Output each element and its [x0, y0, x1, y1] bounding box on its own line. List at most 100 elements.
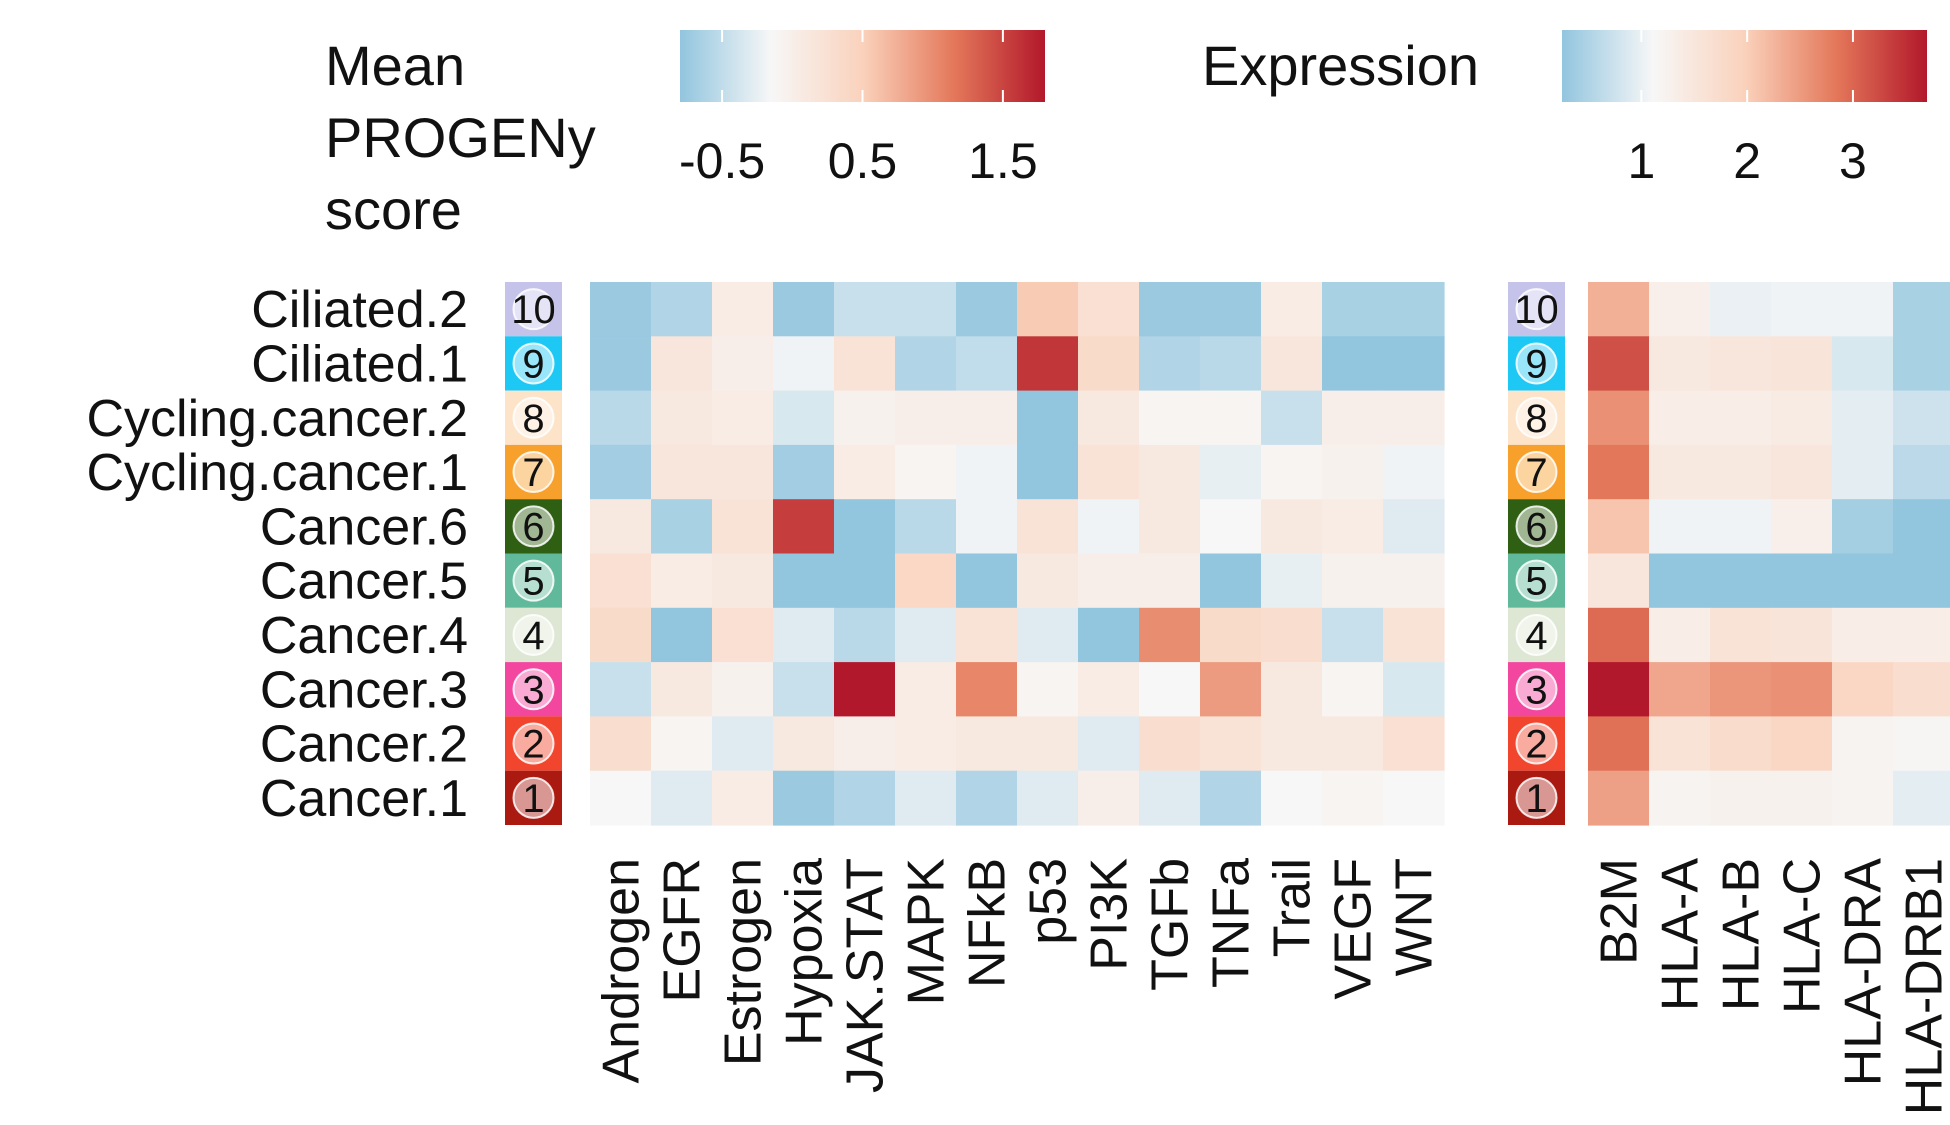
cluster-badge-label: 6 [522, 505, 544, 549]
column-label: JAK.STAT [837, 858, 895, 1093]
heatmap-cell [1383, 282, 1445, 337]
heatmap-cell [834, 607, 896, 663]
cluster-badge-label: 3 [522, 668, 544, 712]
heatmap-cell [834, 444, 896, 500]
heatmap-cell [590, 499, 652, 555]
expression-colorbar [1562, 30, 1927, 102]
heatmap-cell [1078, 607, 1140, 663]
heatmap-cell [1383, 444, 1445, 500]
row-label: Cancer.6 [260, 498, 468, 556]
cluster-badge-circle [512, 668, 555, 711]
heatmap-cell [1771, 553, 1833, 609]
cluster-badge-label: 10 [1514, 288, 1559, 332]
heatmap-cell [1649, 662, 1711, 717]
heatmap-cell [1771, 444, 1833, 500]
heatmap-cell [1017, 444, 1079, 500]
heatmap-cell [712, 770, 774, 826]
heatmap-cell [1200, 770, 1262, 826]
progeny-tick-label: -0.5 [679, 133, 765, 189]
heatmap-cell [773, 770, 835, 826]
heatmap-cell [651, 553, 713, 609]
heatmap-cell [1771, 499, 1833, 555]
heatmap-cell [773, 607, 835, 663]
heatmap-cell [895, 607, 957, 663]
heatmap-cell [1261, 662, 1323, 717]
cluster-badge-label: 3 [1525, 668, 1547, 712]
heatmap-cell [1588, 770, 1650, 826]
heatmap-cell [1771, 662, 1833, 717]
heatmap-cell [1139, 662, 1201, 717]
heatmap-cell [651, 499, 713, 555]
heatmap-cell [1139, 553, 1201, 609]
expression-tick-label: 1 [1627, 133, 1655, 189]
cluster-badge-label: 5 [1525, 560, 1547, 604]
cluster-badge-circle [1515, 668, 1558, 711]
column-label: PI3K [1081, 858, 1139, 971]
heatmap-cell [1710, 553, 1772, 609]
heatmap-cell [1771, 390, 1833, 446]
heatmap-cell [1322, 282, 1384, 337]
heatmap-cell [956, 336, 1018, 392]
heatmap-cell [1261, 770, 1323, 826]
column-label: Trail [1264, 858, 1322, 957]
heatmap-cell [1588, 282, 1650, 337]
cluster-badge-label: 1 [1525, 777, 1547, 821]
cluster-badge-circle [1515, 776, 1558, 819]
row-label: Cancer.5 [260, 553, 468, 611]
row-label: Ciliated.2 [251, 281, 468, 339]
row-label: Cycling.cancer.1 [86, 444, 468, 502]
heatmap-cell [1383, 770, 1445, 826]
progeny-legend: Mean PROGENy score -0.5 0.5 1.5 [325, 30, 1045, 241]
heatmap-cell [834, 716, 896, 772]
column-label: Estrogen [715, 858, 773, 1066]
progeny-legend-title-line-1: Mean [325, 34, 465, 97]
heatmap-cell [895, 662, 957, 717]
heatmap-cell [1832, 553, 1894, 609]
heatmap-cell [1139, 390, 1201, 446]
heatmap-cell [712, 282, 774, 337]
heatmap-cell [1261, 607, 1323, 663]
heatmap-cell [1588, 607, 1650, 663]
heatmap-cell [1832, 770, 1894, 826]
heatmap-cell [1588, 662, 1650, 717]
cluster-badge-circle [512, 559, 555, 602]
row-labels: Ciliated.2Ciliated.1Cycling.cancer.2Cycl… [86, 281, 468, 828]
cluster-badge-circle [1515, 613, 1558, 656]
heatmap-cell [1200, 390, 1262, 446]
heatmap-cell [773, 662, 835, 717]
heatmap-cell [834, 499, 896, 555]
heatmap-cell [651, 662, 713, 717]
cluster-badge-label: 1 [522, 777, 544, 821]
heatmap-cell [895, 770, 957, 826]
heatmap-cell [1200, 499, 1262, 555]
heatmap-cell [1200, 553, 1262, 609]
column-label: Hypoxia [776, 858, 834, 1046]
heatmap-cell [651, 716, 713, 772]
cluster-badges-left: 10 9 8 7 6 5 4 3 2 1 [505, 282, 562, 825]
heatmap-cell [1832, 716, 1894, 772]
heatmap-cell [712, 716, 774, 772]
heatmap-cell [1017, 282, 1079, 337]
cluster-badge-label: 9 [1525, 342, 1547, 386]
heatmap-cell [1078, 662, 1140, 717]
heatmap-cell [1017, 770, 1079, 826]
cluster-badge-label: 2 [522, 723, 544, 767]
heatmap-cell [1710, 770, 1772, 826]
heatmap-cell [834, 390, 896, 446]
heatmap-cell [1588, 553, 1650, 609]
heatmap-cell [1893, 662, 1950, 717]
heatmap-cell [1200, 282, 1262, 337]
cluster-badge-circle [512, 505, 555, 548]
cluster-badge-circle [512, 722, 555, 765]
row-label: Cancer.2 [260, 716, 468, 774]
heatmap-cell [834, 553, 896, 609]
heatmap-cell [1261, 499, 1323, 555]
heatmap-cell [1893, 499, 1950, 555]
cluster-badge-circle [1515, 722, 1558, 765]
heatmap-cell [956, 607, 1018, 663]
progeny-legend-title: Mean PROGENy score [325, 34, 596, 241]
heatmap-cell [651, 282, 713, 337]
expression-tick-label: 2 [1733, 133, 1761, 189]
cluster-badge-circle [512, 451, 555, 494]
